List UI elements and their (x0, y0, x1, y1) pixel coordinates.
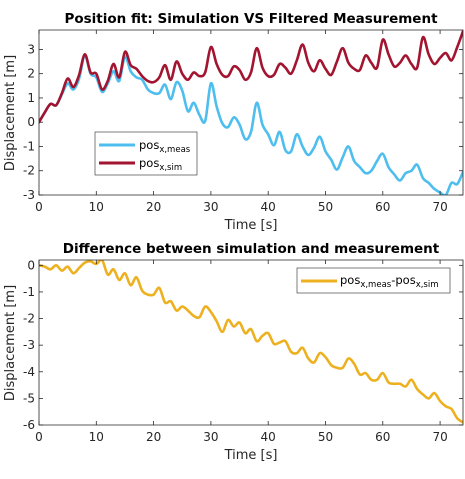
x-tick-label: 40 (261, 430, 276, 444)
legend-entry-diff: posx,meas-posx,sim (340, 273, 439, 290)
y-axis-label: Displacement [m] (3, 285, 18, 401)
y-tick-label: 0 (27, 258, 35, 272)
legend-box (94, 131, 198, 176)
x-tick-label: 10 (89, 430, 104, 444)
x-axis-label: Time [s] (224, 448, 278, 463)
x-tick-label: 20 (146, 430, 161, 444)
x-tick-label: 60 (375, 430, 390, 444)
y-tick-label: -3 (23, 188, 35, 202)
y-axis-label: Displacement [m] (3, 55, 18, 171)
x-tick-label: 70 (432, 200, 447, 214)
y-tick-label: -3 (23, 338, 35, 352)
y-tick-label: 2 (27, 67, 35, 81)
x-tick-label: 60 (375, 200, 390, 214)
x-tick-label: 50 (318, 430, 333, 444)
series-line-x-meas (39, 260, 463, 424)
y-tick-label: -2 (23, 164, 35, 178)
y-tick-label: -5 (23, 391, 35, 405)
y-tick-label: 0 (27, 115, 35, 129)
y-tick-label: -6 (23, 418, 35, 432)
y-tick-label: 1 (27, 91, 35, 105)
x-tick-label: 40 (261, 200, 276, 214)
x-tick-label: 70 (432, 430, 447, 444)
series-line-x-sim (39, 30, 463, 124)
position-fit-chart: Position fit: Simulation VS Filtered Mea… (3, 11, 464, 233)
y-tick-label: -4 (23, 365, 35, 379)
x-tick-label: 50 (318, 200, 333, 214)
y-tick-label: -2 (23, 312, 35, 326)
chart-title: Difference between simulation and measur… (63, 241, 440, 257)
x-tick-label: 0 (35, 200, 43, 214)
x-tick-label: 20 (146, 200, 161, 214)
y-tick-label: -1 (23, 285, 35, 299)
legend: posx,meas posx,sim (94, 131, 198, 176)
legend: posx,meas-posx,sim (296, 267, 451, 294)
difference-chart: Difference between simulation and measur… (3, 241, 464, 463)
x-axis-label: Time [s] (224, 218, 278, 233)
legend-entry-sim: posx,sim (139, 156, 182, 173)
y-tick-label: 3 (27, 42, 35, 56)
x-tick-label: 30 (203, 430, 218, 444)
y-tick-label: -1 (23, 139, 35, 153)
x-tick-label: 30 (203, 200, 218, 214)
x-tick-label: 10 (89, 200, 104, 214)
chart-title: Position fit: Simulation VS Filtered Mea… (64, 11, 438, 27)
x-tick-label: 0 (35, 430, 43, 444)
legend-entry-meas: posx,meas (139, 138, 191, 155)
